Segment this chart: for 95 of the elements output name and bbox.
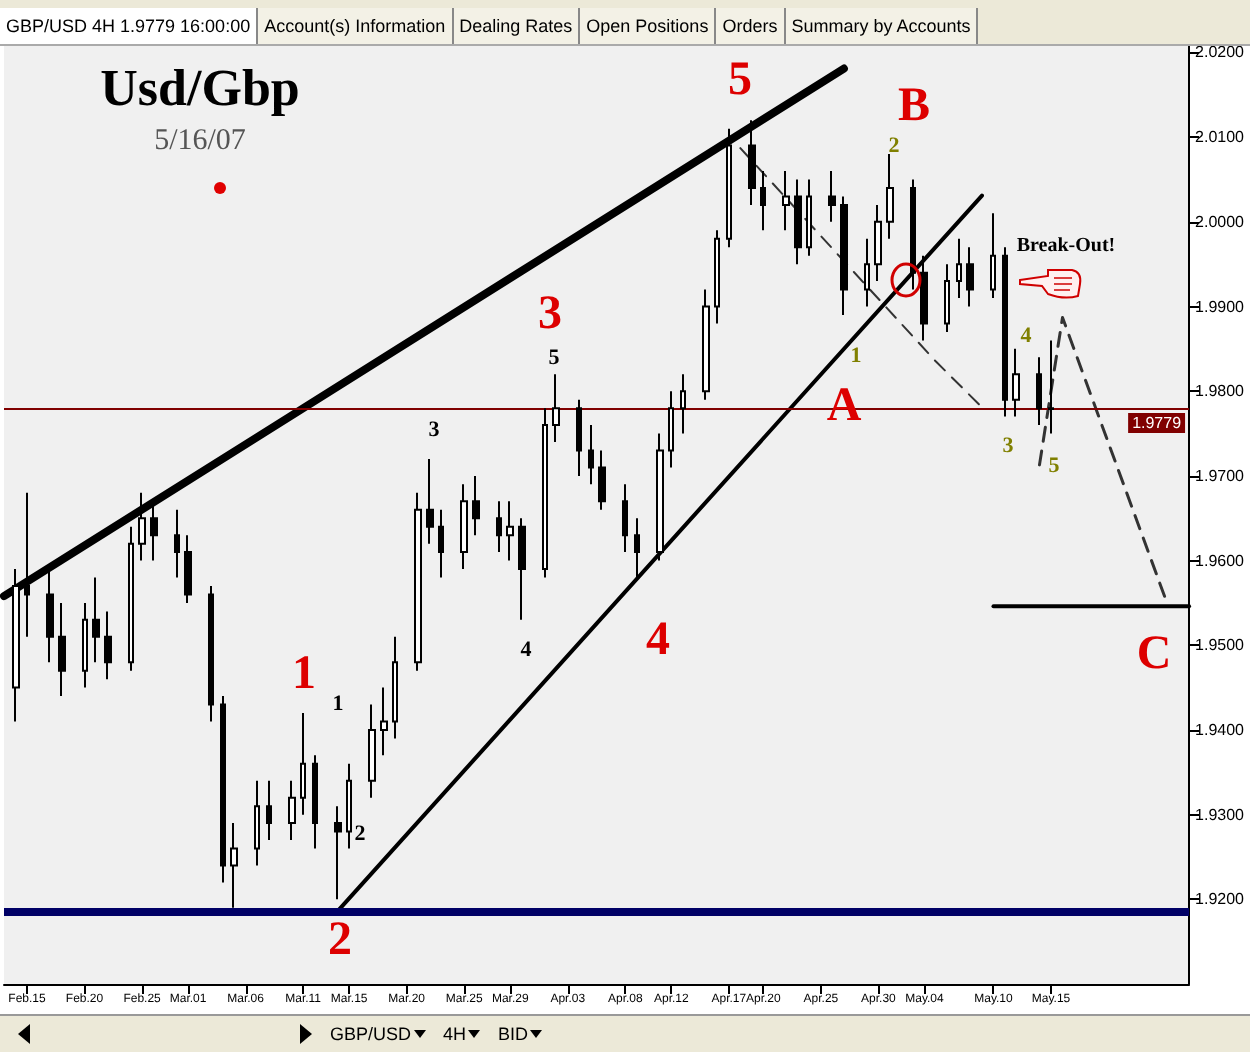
candlestick: [1002, 246, 1008, 418]
text: BID: [498, 1024, 529, 1044]
candlestick: [184, 534, 192, 604]
candlestick: [748, 119, 756, 206]
y-tick-label: 1.9900: [1195, 297, 1246, 316]
candlestick: [438, 508, 444, 579]
candlestick: [254, 779, 260, 867]
candlestick: [806, 178, 812, 257]
text: 5/16/07: [154, 125, 247, 157]
candlestick: [346, 762, 352, 850]
candlestick: [990, 212, 996, 300]
candlestick: [460, 483, 468, 571]
candlestick: [920, 254, 928, 342]
candlestick: [1012, 347, 1020, 418]
candlestick: [426, 457, 434, 545]
candlestick: [506, 500, 514, 562]
candlestick: [782, 170, 790, 232]
candlestick: [552, 373, 560, 444]
annotation: B: [897, 80, 931, 132]
y-tick-label: 1.9200: [1195, 890, 1246, 909]
annotation: 4: [646, 614, 670, 666]
text: Account(s) Information: [258, 8, 454, 44]
candlestick: [368, 703, 376, 799]
candlestick: [220, 695, 226, 884]
annotation: Break-Out!: [1016, 235, 1116, 257]
candlestick: [874, 203, 882, 283]
annotation: 5: [1048, 454, 1061, 478]
candlestick: [714, 229, 720, 325]
text: GBP/USD 4H 1.9779 16:00:00: [0, 8, 259, 44]
candlestick: [312, 754, 318, 850]
candlestick: [230, 822, 238, 909]
y-tick-label: 1.9700: [1195, 466, 1246, 485]
annotation: 1: [850, 344, 862, 368]
candlestick: [668, 390, 674, 469]
candlestick: [966, 246, 974, 308]
annotation: 3: [538, 288, 562, 340]
candlestick: [334, 805, 342, 901]
annotation: 5: [548, 346, 561, 370]
candlestick: [542, 407, 548, 579]
annotation: 2: [354, 822, 367, 846]
candlestick: [496, 500, 502, 554]
y-tick-label: 2.0000: [1195, 212, 1246, 231]
candlestick: [944, 263, 950, 333]
candlestick: [794, 178, 802, 266]
annotation: 4: [1020, 324, 1033, 348]
candlestick: [588, 424, 594, 486]
candlestick: [472, 474, 480, 537]
candlestick: [726, 127, 732, 249]
candlestick: [208, 584, 214, 723]
annotation: 3: [1002, 434, 1015, 458]
text: 4H: [443, 1024, 467, 1044]
y-tick-label: 2.0200: [1195, 43, 1246, 62]
candlestick: [380, 686, 388, 757]
candlestick: [266, 779, 272, 842]
candlestick: [886, 153, 894, 240]
candlestick: [656, 432, 664, 562]
candlestick: [680, 373, 686, 435]
text: Open Positions: [580, 8, 717, 44]
candlestick: [956, 237, 962, 300]
annotation: C: [1136, 628, 1172, 680]
annotation: 2: [888, 134, 901, 158]
y-tick-label: 1.9500: [1195, 636, 1246, 655]
chart-title: Usd/Gbp: [100, 59, 300, 117]
y-tick-label: 1.9600: [1195, 551, 1246, 570]
ref-line-label: 1.9779: [1132, 413, 1183, 432]
text: Summary by Accounts: [785, 8, 979, 44]
candlestick: [1048, 339, 1054, 435]
candlestick: [840, 195, 848, 316]
y-tick-label: 1.9800: [1195, 382, 1246, 401]
candlestick: [1036, 356, 1042, 427]
annotation: 4: [520, 638, 533, 662]
candlestick: [288, 779, 296, 842]
candlestick: [392, 635, 398, 740]
candlestick: [634, 517, 640, 579]
candlestick: [576, 398, 582, 477]
candlestick: [864, 237, 870, 308]
text: GBP/USD: [330, 1024, 412, 1044]
candlestick: [598, 449, 606, 511]
candlestick: [622, 483, 628, 554]
candlestick: [518, 517, 526, 621]
text: Orders: [716, 8, 786, 44]
annotation: 2: [328, 914, 352, 966]
annotation: 1: [292, 648, 316, 700]
candlestick: [300, 712, 306, 816]
annotation: 3: [428, 418, 441, 442]
candlestick: [414, 491, 422, 672]
text: Dealing Rates: [453, 8, 581, 44]
candlestick: [828, 170, 836, 223]
annotation: 1: [332, 692, 344, 716]
annotation: 5: [728, 54, 752, 106]
y-tick-label: 2.0100: [1195, 128, 1246, 147]
candlestick: [760, 170, 766, 232]
y-tick-label: 1.9400: [1195, 720, 1246, 739]
candlestick: [702, 288, 710, 401]
y-tick-label: 1.9300: [1195, 805, 1246, 824]
